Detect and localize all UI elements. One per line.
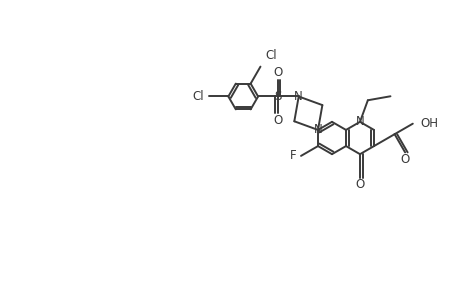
Text: O: O (273, 114, 282, 127)
Text: Cl: Cl (265, 49, 276, 62)
Text: OH: OH (420, 117, 438, 130)
Text: Cl: Cl (192, 90, 203, 103)
Text: N: N (355, 115, 364, 128)
Text: N: N (313, 123, 322, 136)
Text: S: S (274, 90, 281, 103)
Text: O: O (355, 178, 364, 191)
Text: O: O (400, 153, 409, 166)
Text: N: N (294, 90, 302, 103)
Text: O: O (273, 66, 282, 79)
Text: F: F (289, 149, 296, 162)
